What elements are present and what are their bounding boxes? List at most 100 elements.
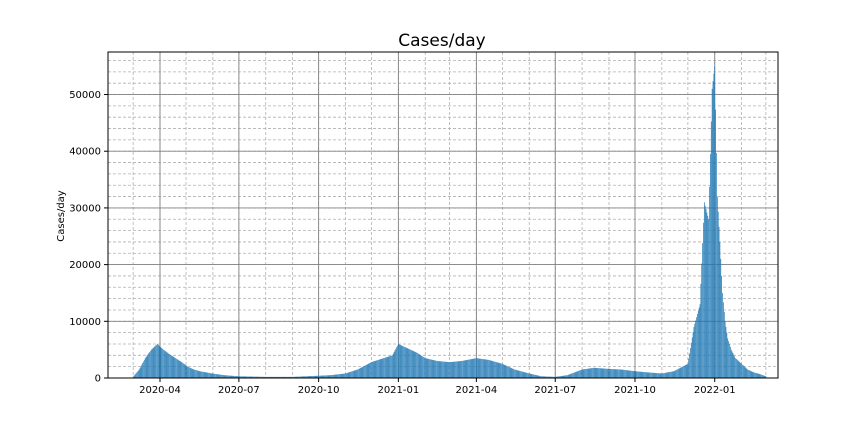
bar (270, 376, 272, 378)
bar (625, 370, 627, 378)
bar (151, 348, 153, 378)
bar (617, 369, 618, 378)
bar (730, 349, 732, 378)
bar (229, 375, 231, 378)
bar (292, 376, 293, 378)
bar (412, 350, 414, 378)
bar (474, 358, 475, 378)
bar (390, 355, 391, 378)
bar (697, 310, 699, 378)
bar (391, 355, 393, 378)
bar (257, 376, 259, 378)
bar (393, 352, 395, 378)
bar (716, 196, 718, 378)
bar (703, 202, 705, 378)
bar (367, 363, 369, 378)
bar (521, 371, 523, 378)
bar (349, 372, 351, 378)
bar (398, 344, 400, 378)
bar (445, 361, 447, 378)
bar (708, 219, 710, 378)
x-tick-label: 2021-04 (455, 385, 497, 396)
bar (242, 376, 244, 378)
bar (162, 348, 163, 378)
bar (686, 364, 688, 378)
bar (403, 346, 404, 378)
bar (679, 367, 681, 378)
bar (430, 359, 432, 378)
bar (290, 376, 292, 378)
bar (552, 376, 553, 378)
bar (747, 369, 749, 378)
bar (462, 360, 463, 378)
bar (753, 372, 755, 378)
bar (184, 364, 186, 378)
bar (710, 154, 711, 378)
bar (145, 356, 147, 378)
bar (725, 326, 727, 378)
bar (161, 348, 163, 378)
bar (326, 375, 328, 378)
bar (272, 376, 274, 378)
bar (516, 370, 518, 378)
bar (307, 376, 309, 378)
bar (560, 376, 562, 378)
bar (501, 363, 502, 378)
bar (559, 376, 560, 378)
bar (350, 371, 352, 378)
bar (141, 364, 143, 378)
bar (392, 353, 394, 378)
bar (555, 376, 557, 378)
bar (212, 373, 214, 378)
bar (527, 372, 528, 378)
bar (506, 365, 508, 378)
bar (430, 359, 431, 378)
bar (240, 376, 241, 378)
bar (764, 375, 766, 378)
bar (146, 355, 148, 378)
bar (626, 370, 628, 378)
bar (325, 375, 326, 378)
bar (760, 374, 762, 378)
bar (361, 367, 363, 378)
bar (138, 369, 140, 378)
bar (335, 374, 337, 378)
bar (167, 352, 169, 378)
bar (745, 367, 747, 378)
bar (735, 358, 736, 378)
bar (318, 375, 319, 378)
bar (731, 351, 733, 378)
bar (144, 359, 145, 378)
bar (378, 359, 380, 378)
bar (762, 375, 764, 378)
bar (669, 372, 671, 378)
bar (627, 370, 629, 378)
bar (595, 367, 597, 378)
bar (164, 350, 166, 378)
bar (664, 372, 666, 378)
bar (723, 302, 724, 378)
bar (490, 360, 492, 378)
bar (563, 375, 565, 378)
bar (315, 375, 317, 378)
bar (222, 375, 224, 378)
bar (408, 348, 410, 378)
bar (205, 372, 207, 378)
bar (265, 376, 267, 378)
bar (759, 374, 761, 378)
bar (528, 373, 529, 378)
bar (503, 364, 505, 378)
bar (456, 361, 457, 378)
bar (417, 353, 419, 378)
x-tick-label: 2022-01 (694, 385, 736, 396)
bar (447, 361, 449, 378)
bar (262, 376, 264, 378)
bar (425, 358, 427, 378)
bar (697, 314, 698, 378)
bar (156, 344, 157, 378)
bar (190, 368, 192, 378)
bar (562, 375, 564, 378)
bar (535, 375, 537, 378)
bar (298, 376, 300, 378)
bar (607, 368, 609, 378)
